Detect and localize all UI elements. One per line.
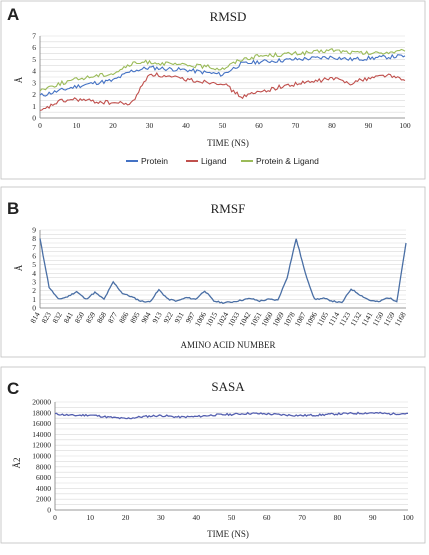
- rmsf-panel-letter: B: [7, 199, 19, 218]
- legend-protein-ligand-label: Protein & Ligand: [256, 156, 319, 166]
- x-tick-label: 40: [182, 121, 190, 130]
- x-tick-label: 70: [298, 513, 306, 522]
- rmsf-y-axis-label: Å: [14, 264, 24, 271]
- x-tick-label: 10: [73, 121, 81, 130]
- y-tick-label: 9: [32, 226, 36, 235]
- rmsf-panel-frame: [0, 186, 426, 358]
- y-tick-label: 16000: [32, 419, 51, 428]
- y-tick-label: 8000: [36, 462, 51, 471]
- y-tick-label: 5: [32, 260, 36, 269]
- x-tick-label: 20: [109, 121, 117, 130]
- x-tick-label: 50: [219, 121, 227, 130]
- x-tick-label: 0: [53, 513, 57, 522]
- x-tick-label: 50: [228, 513, 236, 522]
- y-tick-label: 7: [32, 243, 36, 252]
- x-tick-label: 80: [334, 513, 342, 522]
- legend-protein-label: Protein: [141, 156, 168, 166]
- x-tick-label: 60: [255, 121, 263, 130]
- y-tick-label: 6000: [36, 473, 51, 482]
- x-tick-label: 10: [87, 513, 95, 522]
- y-tick-label: 2000: [36, 495, 51, 504]
- y-tick-label: 0: [32, 114, 36, 123]
- y-tick-label: 1: [32, 295, 36, 304]
- x-tick-label: 100: [399, 121, 411, 130]
- y-tick-label: 4000: [36, 484, 51, 493]
- y-tick-label: 6: [32, 252, 36, 261]
- x-tick-label: 60: [263, 513, 271, 522]
- y-tick-label: 7: [32, 32, 36, 41]
- y-tick-label: 5: [32, 55, 36, 64]
- y-tick-label: 0: [32, 304, 36, 313]
- x-tick-label: 30: [157, 513, 165, 522]
- y-tick-label: 4: [32, 269, 36, 278]
- rmsd-x-axis-label: TIME (NS): [207, 138, 249, 148]
- x-tick-label: 30: [146, 121, 154, 130]
- rmsd-panel-frame: [0, 0, 426, 180]
- rmsd-y-axis-label: Å: [14, 76, 24, 83]
- y-tick-label: 4: [32, 67, 36, 76]
- x-tick-label: 70: [292, 121, 300, 130]
- y-tick-label: 8: [32, 234, 36, 243]
- y-tick-label: 18000: [32, 408, 51, 417]
- y-tick-label: 12000: [32, 441, 51, 450]
- sasa-y-axis-label: Å2: [12, 458, 22, 469]
- x-tick-label: 90: [369, 513, 377, 522]
- rmsf-plot-area: 0123456789814823832841850859868877886895…: [28, 226, 408, 328]
- rmsf-x-axis-label: AMINO ACID NUMBER: [180, 340, 275, 350]
- series-line-rmsf: [39, 238, 407, 305]
- y-tick-label: 6: [32, 43, 36, 52]
- x-tick-label: 80: [328, 121, 336, 130]
- rmsd-legend: Protein Ligand Protein & Ligand: [126, 156, 319, 166]
- rmsf-panel: B RMSF 012345678981482383284185085986887…: [0, 186, 426, 358]
- x-tick-label: 20: [122, 513, 130, 522]
- series-line-sasa: [54, 411, 409, 420]
- y-tick-label: 20000: [32, 398, 51, 407]
- sasa-panel-letter: C: [7, 379, 19, 398]
- sasa-panel-frame: [0, 366, 426, 544]
- x-tick-label: 0: [38, 121, 42, 130]
- y-tick-label: 10000: [32, 452, 51, 461]
- sasa-x-axis-label: TIME (NS): [207, 529, 249, 539]
- series-line-protein: [39, 53, 406, 97]
- y-tick-label: 3: [32, 278, 36, 287]
- sasa-plot-area: 0200040006000800010000120001400016000180…: [32, 398, 414, 523]
- x-tick-label: 40: [192, 513, 200, 522]
- rmsd-panel-letter: A: [7, 5, 19, 24]
- y-tick-label: 14000: [32, 430, 51, 439]
- x-tick-label: 100: [402, 513, 414, 522]
- series-line-protein-ligand: [39, 48, 406, 92]
- series-line-ligand: [39, 71, 406, 111]
- legend-ligand-label: Ligand: [201, 156, 227, 166]
- rmsd-title: RMSD: [210, 9, 247, 24]
- y-tick-label: 2: [32, 286, 36, 295]
- rmsf-title: RMSF: [211, 201, 246, 216]
- y-tick-label: 3: [32, 78, 36, 87]
- y-tick-label: 2: [32, 90, 36, 99]
- sasa-panel: C SASA 020004000600080001000012000140001…: [0, 366, 426, 544]
- y-tick-label: 0: [47, 506, 51, 515]
- x-tick-label: 90: [365, 121, 373, 130]
- y-tick-label: 1: [32, 102, 36, 111]
- sasa-title: SASA: [211, 379, 245, 394]
